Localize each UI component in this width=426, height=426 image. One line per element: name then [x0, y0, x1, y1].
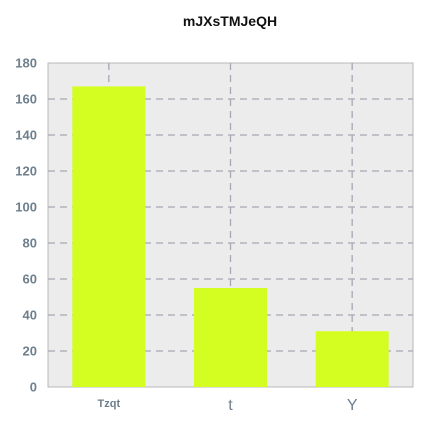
y-tick-label: 0: [30, 380, 37, 395]
y-tick-label: 160: [15, 92, 37, 107]
chart-title: mJXsTMJeQH: [183, 13, 277, 29]
x-axis-ticks: Tzqt t Y: [98, 397, 358, 414]
bar-t: [194, 288, 267, 387]
y-tick-label: 180: [15, 56, 37, 71]
bar-Tzqt: [72, 86, 146, 388]
x-tick-label: Y: [347, 397, 358, 414]
y-axis-ticks: 0 20 40 60 80 100 120 140 160 180: [15, 56, 37, 395]
x-tick-label: Tzqt: [98, 398, 121, 410]
x-tick-label: t: [228, 397, 233, 414]
y-tick-label: 20: [23, 344, 37, 359]
y-tick-label: 80: [23, 236, 37, 251]
y-tick-label: 40: [23, 308, 37, 323]
y-tick-label: 120: [15, 164, 37, 179]
y-tick-label: 140: [15, 128, 37, 143]
y-tick-label: 100: [15, 200, 37, 215]
bars: [72, 86, 389, 388]
y-tick-label: 60: [23, 272, 37, 287]
bar-Y: [315, 331, 389, 387]
